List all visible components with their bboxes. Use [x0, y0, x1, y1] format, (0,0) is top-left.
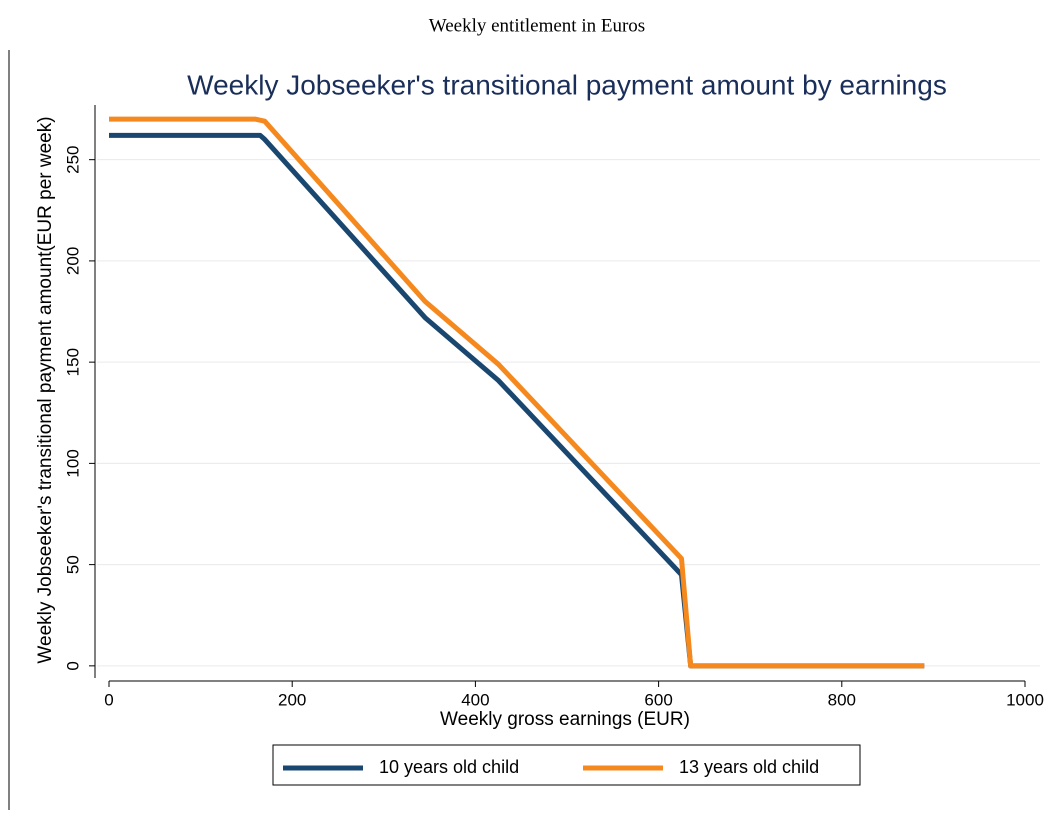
series-line [109, 132, 925, 669]
y-tick-label: 200 [63, 247, 82, 275]
chart-title: Weekly Jobseeker's transitional payment … [187, 69, 947, 100]
x-tick-label: 800 [828, 690, 856, 709]
y-tick-label: 150 [63, 348, 82, 376]
x-tick-label: 200 [278, 690, 306, 709]
y-axis-label: Weekly Jobseeker's transitional payment … [35, 116, 56, 663]
x-tick-label: 600 [644, 690, 672, 709]
legend-label: 13 years old child [679, 757, 819, 777]
y-tick-label: 250 [63, 145, 82, 173]
y-tick-label: 100 [63, 449, 82, 477]
y-tick-label: 50 [63, 555, 82, 574]
x-tick-label: 400 [461, 690, 489, 709]
header: Weekly entitlement in Euros [429, 15, 645, 36]
y-tick-label: 0 [63, 661, 82, 670]
legend-box [272, 744, 861, 786]
series-line [109, 116, 925, 669]
x-tick-label: 0 [104, 690, 113, 709]
x-axis-label: Weekly gross earnings (EUR) [440, 709, 690, 730]
legend-label: 10 years old child [379, 757, 519, 777]
x-tick-label: 1000 [1006, 690, 1044, 709]
